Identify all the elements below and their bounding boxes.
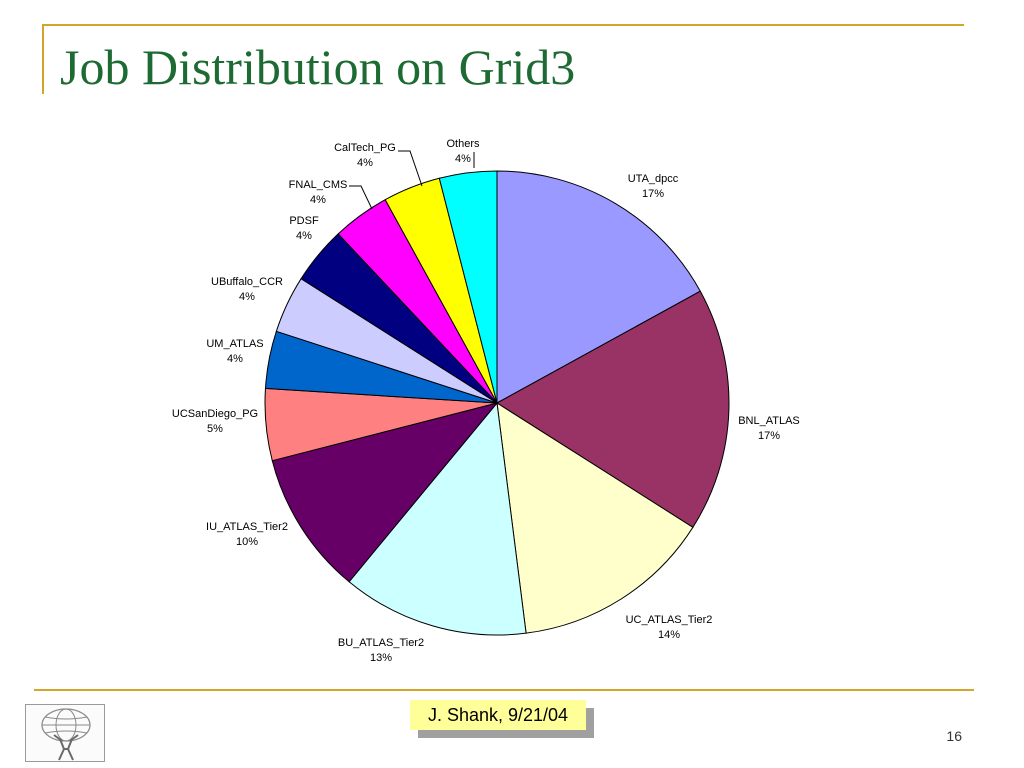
slice-label-um-atlas: UM_ATLAS 4% — [206, 338, 263, 365]
slice-label-pdsf: PDSF 4% — [289, 215, 319, 242]
pie-slice-uta-dpcc — [496, 170, 701, 404]
slice-label-uta-dpcc: UTA_dpcc 17% — [628, 173, 679, 200]
page-number: 16 — [946, 728, 962, 744]
pie-slice-bnl-atlas — [496, 290, 730, 529]
slice-label-iu-atlas-tier2: IU_ATLAS_Tier2 10% — [206, 521, 288, 548]
leader-line-fnal-cms — [349, 185, 373, 210]
slice-label-ubuffalo-ccr: UBuffalo_CCR 4% — [211, 276, 283, 303]
slice-label-others: Others 4% — [446, 138, 480, 165]
atlas-globe-icon — [41, 708, 91, 761]
author-date-box: J. Shank, 9/21/04 — [410, 700, 586, 730]
pie-chart: UTA_dpcc 17% BNL_ATLAS 17% UC_ATLAS_Tier2 14%… — [172, 138, 800, 664]
slice-label-caltech-pg: CalTech_PG 4% — [334, 142, 396, 169]
pie-slice-uc-atlas-tier2 — [496, 402, 694, 634]
slice-label-bnl-atlas: BNL_ATLAS 17% — [738, 415, 800, 442]
slice-label-ucsandiego-pg: UCSanDiego_PG 5% — [172, 408, 258, 435]
leader-line-caltech-pg — [398, 150, 423, 187]
footer-rule — [34, 689, 974, 691]
pie-slice-bu-atlas-tier2 — [348, 401, 527, 636]
frame-top-rule — [42, 24, 964, 26]
atlas-logo — [25, 704, 105, 762]
slide-title: Job Distribution on Grid3 — [60, 39, 576, 95]
pie-slice-others — [438, 170, 498, 404]
slice-label-bu-atlas-tier2: BU_ATLAS_Tier2 13% — [338, 637, 424, 664]
slice-label-fnal-cms: FNAL_CMS 4% — [289, 179, 348, 206]
slice-label-uc-atlas-tier2: UC_ATLAS_Tier2 14% — [626, 614, 713, 641]
pie-slice-iu-atlas-tier2 — [271, 402, 499, 583]
frame-left-rule — [42, 24, 44, 94]
